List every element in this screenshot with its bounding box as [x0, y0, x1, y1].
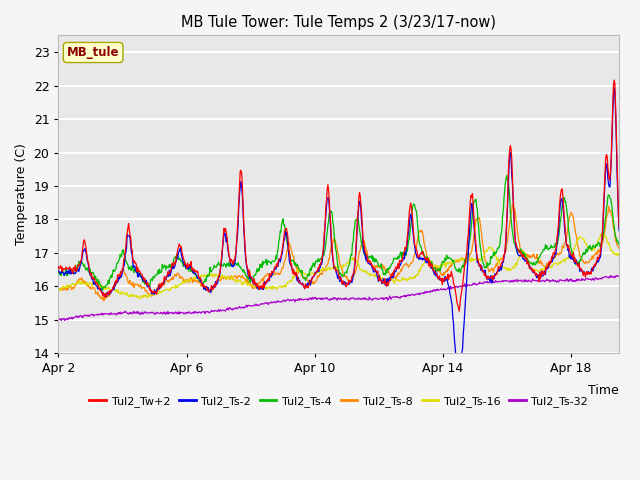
- Legend: Tul2_Tw+2, Tul2_Ts-2, Tul2_Ts-4, Tul2_Ts-8, Tul2_Ts-16, Tul2_Ts-32: Tul2_Tw+2, Tul2_Ts-2, Tul2_Ts-4, Tul2_Ts…: [85, 392, 593, 411]
- Text: Time: Time: [588, 384, 619, 396]
- Y-axis label: Temperature (C): Temperature (C): [15, 144, 28, 245]
- Title: MB Tule Tower: Tule Temps 2 (3/23/17-now): MB Tule Tower: Tule Temps 2 (3/23/17-now…: [181, 15, 496, 30]
- Text: MB_tule: MB_tule: [67, 46, 120, 59]
